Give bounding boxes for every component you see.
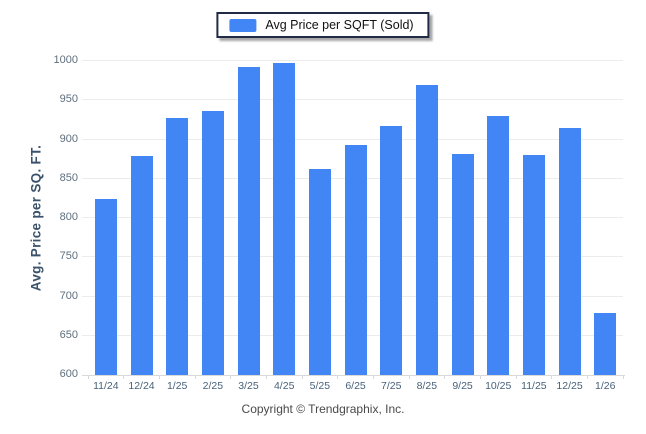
- x-tick-label: 5/25: [309, 380, 331, 392]
- x-tick-label: 11/25: [521, 380, 547, 392]
- bar-11/24[interactable]: [94, 199, 117, 375]
- axis-boundary-tick: [265, 375, 267, 379]
- copyright-text: Copyright © Trendgraphix, Inc.: [241, 402, 405, 416]
- bar-slot: [302, 61, 338, 375]
- x-tick-label: 4/25: [273, 380, 295, 392]
- bar-slot: [338, 61, 374, 375]
- bar-9/25[interactable]: [451, 154, 474, 375]
- axis-boundary-tick: [158, 375, 160, 379]
- legend-label: Avg Price per SQFT (Sold): [265, 18, 414, 32]
- bar-slot: [587, 61, 623, 375]
- bar-slot: [445, 61, 481, 375]
- legend-item[interactable]: Avg Price per SQFT (Sold): [216, 12, 430, 38]
- bar-slot: [552, 61, 588, 375]
- axis-boundary-tick: [230, 375, 232, 379]
- axis-boundary-tick: [408, 375, 410, 379]
- legend-swatch-icon: [229, 18, 257, 32]
- x-tick-label: 2/25: [202, 380, 224, 392]
- axis-boundary-tick: [194, 375, 196, 379]
- bar-1/25[interactable]: [166, 117, 189, 375]
- bar-12/25[interactable]: [558, 127, 581, 375]
- axis-boundary-tick: [337, 375, 339, 379]
- bar-slot: [159, 61, 195, 375]
- axis-boundary-tick: [551, 375, 553, 379]
- axis-boundary-tick: [301, 375, 303, 379]
- gridline: [82, 60, 623, 61]
- x-tick-label: 12/24: [128, 380, 155, 392]
- y-tick-label: 900: [59, 132, 78, 145]
- bar-10/25[interactable]: [487, 115, 510, 375]
- bar-slot: [195, 61, 231, 375]
- x-tick-label: 1/26: [595, 380, 616, 392]
- bar-slot: [88, 61, 124, 375]
- y-tick-label: 800: [59, 211, 78, 223]
- bar-slot: [516, 61, 552, 375]
- axis-boundary-tick: [515, 375, 517, 379]
- x-tick-label: 1/25: [166, 380, 188, 392]
- bar-3/25[interactable]: [237, 67, 260, 375]
- x-tick-label: 6/25: [345, 380, 366, 392]
- bar-6/25[interactable]: [344, 145, 367, 375]
- bar-slot: [373, 61, 409, 375]
- x-axis-tick-labels: 11/24 12/24 1/25 2/25 3/25 4/25 5/25 6/25 7/25 8/…: [88, 380, 623, 392]
- y-axis-tick-labels: 600 650 700 750 800 850 900 950 1000: [0, 54, 80, 380]
- x-tick-label: 7/25: [380, 380, 402, 392]
- x-tick-label: 10/25: [485, 380, 512, 392]
- x-tick-label: 11/24: [93, 380, 119, 392]
- y-tick-label: 600: [59, 368, 78, 380]
- bars-row: [88, 61, 623, 375]
- axis-boundary-tick: [622, 375, 624, 379]
- bar-slot: [231, 61, 267, 375]
- bar-11/25[interactable]: [522, 155, 545, 375]
- x-tick-label: 3/25: [238, 380, 259, 392]
- bar-5/25[interactable]: [308, 169, 331, 375]
- bar-slot: [409, 61, 445, 375]
- y-tick-label: 700: [59, 289, 78, 302]
- gridline: [82, 99, 623, 101]
- gridline: [82, 138, 623, 140]
- axis-boundary-tick: [479, 375, 481, 379]
- y-tick-label: 650: [59, 328, 78, 341]
- axis-boundary-tick: [87, 375, 89, 379]
- bar-1/26[interactable]: [594, 313, 617, 375]
- axis-boundary-tick: [123, 375, 125, 379]
- x-tick-label: 9/25: [452, 380, 473, 392]
- bar-2/25[interactable]: [201, 111, 224, 375]
- x-tick-label: 12/25: [556, 380, 583, 392]
- axis-boundary-tick: [586, 375, 588, 379]
- x-axis-line: [82, 375, 625, 376]
- bar-12/24[interactable]: [130, 156, 153, 375]
- bar-8/25[interactable]: [415, 85, 438, 375]
- bar-slot: [124, 61, 160, 375]
- axis-boundary-tick: [444, 375, 446, 379]
- y-tick-label: 750: [59, 250, 78, 263]
- x-tick-label: 8/25: [416, 380, 438, 392]
- axis-boundary-tick: [372, 375, 374, 379]
- bar-7/25[interactable]: [380, 126, 403, 375]
- bar-slot: [266, 61, 302, 375]
- y-tick-label: 950: [59, 93, 78, 106]
- plot-area: [82, 60, 625, 379]
- y-tick-label: 850: [59, 171, 78, 184]
- y-tick-label: 1000: [53, 54, 78, 66]
- bar-slot: [480, 61, 516, 375]
- bar-4/25[interactable]: [273, 63, 296, 375]
